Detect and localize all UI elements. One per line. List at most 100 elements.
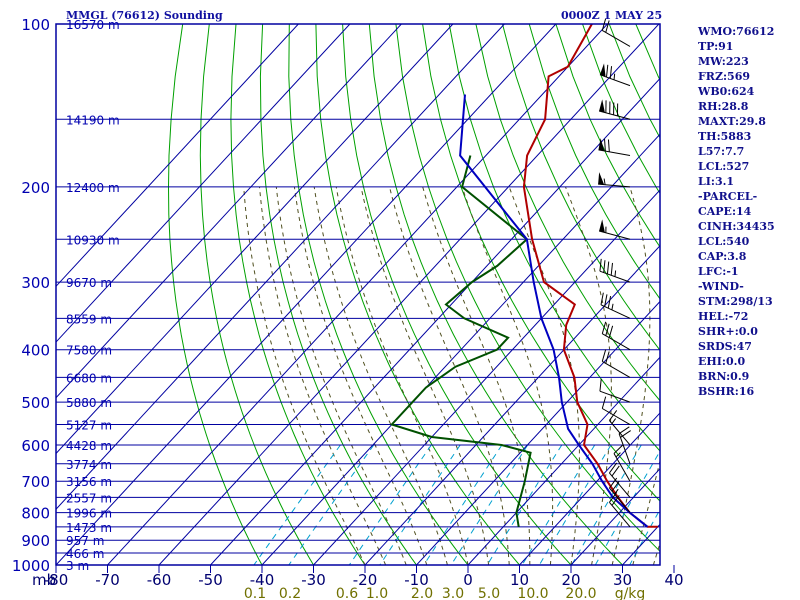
barb-half-flag (611, 418, 617, 424)
isotherm (210, 77, 660, 565)
mixing-ratio-line (348, 444, 432, 565)
dry-adiabat (422, 24, 660, 502)
height-label: 957 m (66, 534, 104, 548)
barb-flag (610, 262, 613, 276)
isotherm (107, 24, 608, 565)
wind-barb (601, 349, 631, 378)
wind-barb (601, 321, 631, 351)
pressure-label: 200 (21, 179, 50, 197)
pressure-label: 300 (21, 274, 50, 292)
height-label: 12400 m (66, 181, 120, 195)
pressure-label: 700 (21, 473, 50, 491)
dry-adiabat (448, 24, 660, 452)
index-item: FRZ:569 (698, 70, 751, 83)
barb-staff (602, 360, 631, 378)
mixing-ratio-line (423, 444, 503, 565)
temperature-line (522, 24, 658, 528)
barb-flag (604, 138, 606, 152)
barb-staff (599, 74, 631, 87)
mixing-ratio-line (538, 444, 612, 565)
wind-barb (609, 410, 631, 446)
dry-adiabat (395, 24, 660, 553)
barb-half-flag (603, 178, 606, 185)
index-item: STM:298/13 (698, 295, 773, 308)
wind-barb (599, 63, 631, 87)
pressure-label: 600 (21, 437, 50, 455)
height-label: 3156 m (66, 475, 112, 489)
wind-barb (609, 491, 631, 528)
temperature-label: -80 (44, 571, 69, 589)
index-item: LI:3.1 (698, 175, 735, 188)
barb-staff (609, 472, 631, 498)
barb-pennant (599, 99, 605, 113)
dry-adiabat (288, 24, 469, 565)
mixing-ratio-label: 20.0 (565, 586, 596, 600)
barb-flag (611, 480, 620, 492)
barb-flag (604, 294, 608, 307)
isotherm (313, 189, 660, 565)
pressure-label: 900 (21, 532, 50, 550)
barb-staff (613, 453, 631, 482)
temperature-label: -60 (147, 571, 172, 589)
temperature-label: -50 (198, 571, 223, 589)
mixing-ratio-label: 0.2 (279, 586, 301, 600)
wind-barb-panel (598, 18, 631, 528)
pressure-label: 1000 (12, 557, 50, 575)
barb-flag (600, 292, 604, 305)
index-item: HEL:-72 (698, 310, 749, 323)
index-item: BRN:0.9 (698, 370, 750, 383)
isotherm (56, 24, 454, 455)
index-item: WB0:624 (698, 85, 755, 98)
temperature-label: -20 (353, 571, 378, 589)
mixing-ratio-line (288, 444, 375, 565)
station-title: MMGL (76612) Sounding (66, 9, 223, 22)
wind-barb (601, 18, 631, 47)
barb-flag (607, 295, 612, 309)
height-label: 5127 m (66, 419, 112, 433)
index-item: RH:28.8 (698, 100, 749, 113)
height-label: 2557 m (66, 491, 112, 505)
index-item: EHI:0.0 (698, 355, 746, 368)
barb-half-flag (614, 488, 619, 495)
temperature-label: -30 (301, 571, 326, 589)
dry-adiabat (528, 24, 660, 300)
barb-flag (613, 444, 624, 454)
height-label: 7580 m (66, 344, 112, 358)
barb-flag (599, 378, 602, 392)
wind-barb (600, 292, 631, 319)
parcel-line (459, 94, 649, 528)
height-label: 9670 m (66, 276, 112, 290)
barb-flag (603, 260, 606, 273)
index-item: LCL:540 (698, 235, 750, 248)
barb-staff (609, 501, 631, 528)
wind-barb (613, 444, 631, 482)
isotherm (158, 24, 660, 565)
mixing-ratio-line (521, 444, 596, 565)
wind-barb (598, 138, 631, 156)
height-label: 16570 m (66, 18, 120, 32)
mixing-ratio-label: 0.6 (336, 586, 358, 600)
wind-barb (598, 219, 631, 240)
barb-flag (609, 410, 618, 421)
barb-staff (599, 270, 631, 283)
index-item: LCL:527 (698, 160, 750, 173)
height-label: 14190 m (66, 113, 120, 127)
index-item: LFC:-1 (698, 265, 739, 278)
barb-flag (620, 430, 631, 438)
isotherm (364, 244, 660, 565)
mixing-ratio-line (450, 444, 529, 565)
moist-adiabat (259, 186, 387, 565)
indices-list: WMO:76612 TP:91 MW:223 FRZ:569 WB0:624 RH:28.… (698, 24, 775, 399)
temperature-label: 10 (510, 571, 529, 589)
moist-adiabat (335, 186, 469, 565)
pressure-label: 100 (21, 16, 50, 34)
index-item: SHR+:0.0 (698, 325, 758, 338)
chart-frame (55, 23, 675, 573)
barb-half-flag (611, 303, 614, 310)
dewpoint-line (389, 155, 532, 527)
barb-flag (611, 465, 620, 477)
pressure-label: 400 (21, 342, 50, 360)
height-label: 10930 m (66, 233, 120, 247)
barb-staff (600, 304, 631, 319)
data-series (389, 24, 658, 528)
